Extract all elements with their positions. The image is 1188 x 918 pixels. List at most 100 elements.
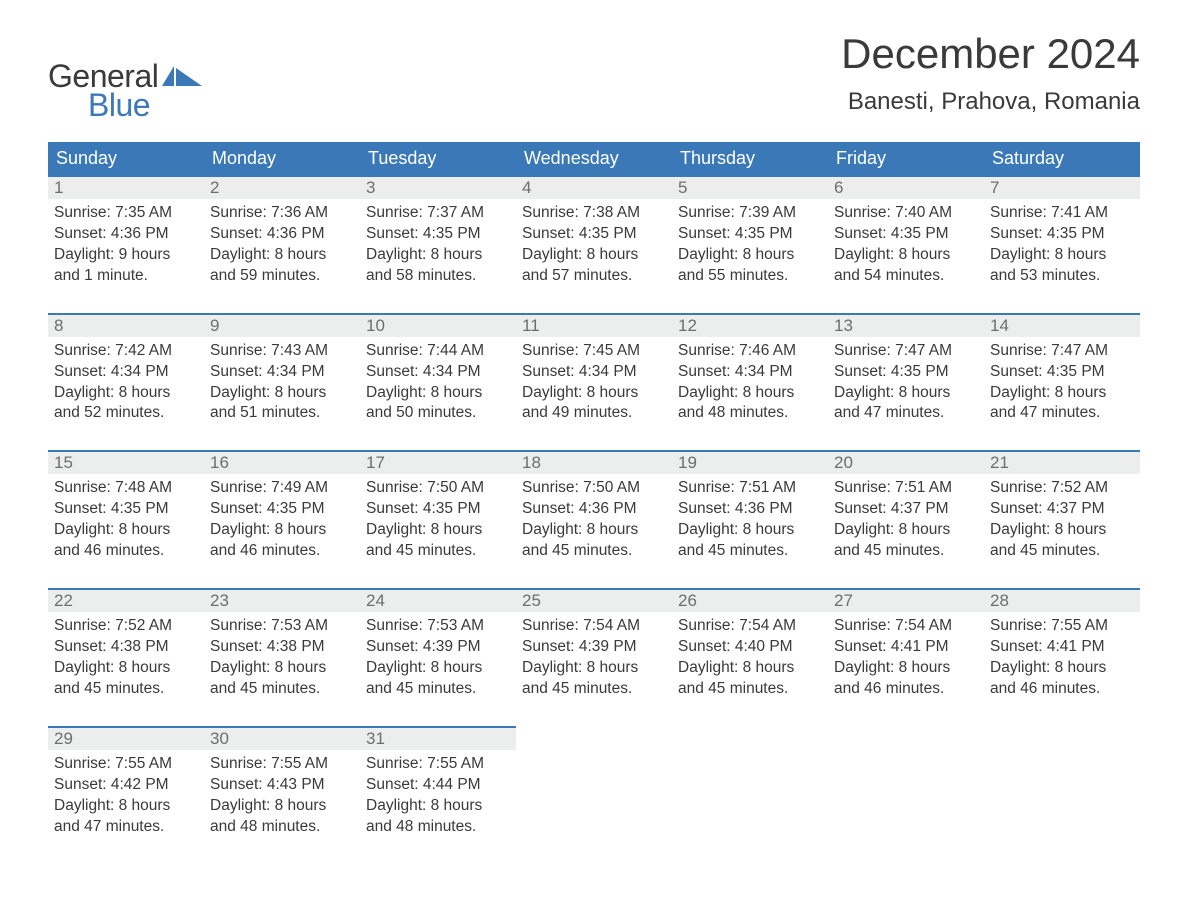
daylight-line: Daylight: 8 hours and 45 minutes. xyxy=(834,520,978,562)
page-header: General Blue December 2024 Banesti, Prah… xyxy=(48,30,1140,124)
day-details: Sunrise: 7:47 AMSunset: 4:35 PMDaylight:… xyxy=(984,337,1140,425)
sunset-line: Sunset: 4:35 PM xyxy=(54,499,198,520)
day-number: 16 xyxy=(210,453,229,472)
day-number: 29 xyxy=(54,729,73,748)
day-number: 28 xyxy=(990,591,1009,610)
day-details: Sunrise: 7:47 AMSunset: 4:35 PMDaylight:… xyxy=(828,337,984,425)
daylight-line: Daylight: 8 hours and 45 minutes. xyxy=(522,520,666,562)
daylight-line: Daylight: 8 hours and 54 minutes. xyxy=(834,245,978,287)
day-number: 5 xyxy=(678,178,687,197)
sunrise-line: Sunrise: 7:41 AM xyxy=(990,203,1134,224)
sunrise-line: Sunrise: 7:38 AM xyxy=(522,203,666,224)
day-number: 21 xyxy=(990,453,1009,472)
sunset-line: Sunset: 4:42 PM xyxy=(54,775,198,796)
day-details: Sunrise: 7:52 AMSunset: 4:38 PMDaylight:… xyxy=(48,612,204,700)
daylight-line: Daylight: 8 hours and 45 minutes. xyxy=(678,658,822,700)
sunrise-line: Sunrise: 7:55 AM xyxy=(210,754,354,775)
sunset-line: Sunset: 4:35 PM xyxy=(834,362,978,383)
day-number: 3 xyxy=(366,178,375,197)
daylight-line: Daylight: 8 hours and 52 minutes. xyxy=(54,383,198,425)
day-details: Sunrise: 7:48 AMSunset: 4:35 PMDaylight:… xyxy=(48,474,204,562)
sunset-line: Sunset: 4:35 PM xyxy=(366,224,510,245)
sunrise-line: Sunrise: 7:42 AM xyxy=(54,341,198,362)
daylight-line: Daylight: 8 hours and 48 minutes. xyxy=(366,796,510,838)
calendar-table: SundayMondayTuesdayWednesdayThursdayFrid… xyxy=(48,142,1140,863)
sunrise-line: Sunrise: 7:36 AM xyxy=(210,203,354,224)
day-number: 2 xyxy=(210,178,219,197)
brand-text-2: Blue xyxy=(88,87,204,124)
sunset-line: Sunset: 4:41 PM xyxy=(990,637,1134,658)
sunset-line: Sunset: 4:36 PM xyxy=(210,224,354,245)
day-number: 9 xyxy=(210,316,219,335)
sunset-line: Sunset: 4:35 PM xyxy=(834,224,978,245)
sunrise-line: Sunrise: 7:40 AM xyxy=(834,203,978,224)
day-details: Sunrise: 7:37 AMSunset: 4:35 PMDaylight:… xyxy=(360,199,516,287)
day-details: Sunrise: 7:49 AMSunset: 4:35 PMDaylight:… xyxy=(204,474,360,562)
sunrise-line: Sunrise: 7:37 AM xyxy=(366,203,510,224)
day-number: 19 xyxy=(678,453,697,472)
day-details: Sunrise: 7:52 AMSunset: 4:37 PMDaylight:… xyxy=(984,474,1140,562)
calendar-body: 1Sunrise: 7:35 AMSunset: 4:36 PMDaylight… xyxy=(48,175,1140,863)
daylight-line: Daylight: 8 hours and 48 minutes. xyxy=(210,796,354,838)
day-number: 15 xyxy=(54,453,73,472)
calendar-day-cell: 15 Sunrise: 7:48 AMSunset: 4:35 PMDayligh… xyxy=(48,450,204,588)
calendar-day-cell: 26Sunrise: 7:54 AMSunset: 4:40 PMDayligh… xyxy=(672,588,828,726)
sunset-line: Sunset: 4:37 PM xyxy=(834,499,978,520)
day-details: Sunrise: 7:38 AMSunset: 4:35 PMDaylight:… xyxy=(516,199,672,287)
calendar-day-cell: 2 Sunrise: 7:36 AMSunset: 4:36 PMDaylight… xyxy=(204,175,360,313)
calendar-header-row: SundayMondayTuesdayWednesdayThursdayFrid… xyxy=(48,142,1140,175)
calendar-day-cell: 29Sunrise: 7:55 AMSunset: 4:42 PMDayligh… xyxy=(48,726,204,864)
calendar-week-row: 22Sunrise: 7:52 AMSunset: 4:38 PMDayligh… xyxy=(48,588,1140,726)
daylight-line: Daylight: 9 hours and 1 minute. xyxy=(54,245,198,287)
day-number: 23 xyxy=(210,591,229,610)
sunset-line: Sunset: 4:35 PM xyxy=(366,499,510,520)
sunset-line: Sunset: 4:34 PM xyxy=(366,362,510,383)
sunrise-line: Sunrise: 7:54 AM xyxy=(678,616,822,637)
daylight-line: Daylight: 8 hours and 45 minutes. xyxy=(522,658,666,700)
day-header: Friday xyxy=(828,142,984,175)
daylight-line: Daylight: 8 hours and 45 minutes. xyxy=(210,658,354,700)
day-details: Sunrise: 7:55 AMSunset: 4:44 PMDaylight:… xyxy=(360,750,516,838)
sunrise-line: Sunrise: 7:54 AM xyxy=(522,616,666,637)
calendar-day-cell: 27Sunrise: 7:54 AMSunset: 4:41 PMDayligh… xyxy=(828,588,984,726)
day-details: Sunrise: 7:36 AMSunset: 4:36 PMDaylight:… xyxy=(204,199,360,287)
sunset-line: Sunset: 4:34 PM xyxy=(678,362,822,383)
sunset-line: Sunset: 4:37 PM xyxy=(990,499,1134,520)
calendar-day-cell: 28Sunrise: 7:55 AMSunset: 4:41 PMDayligh… xyxy=(984,588,1140,726)
sunset-line: Sunset: 4:35 PM xyxy=(522,224,666,245)
day-details: Sunrise: 7:54 AMSunset: 4:39 PMDaylight:… xyxy=(516,612,672,700)
daylight-line: Daylight: 8 hours and 58 minutes. xyxy=(366,245,510,287)
day-details: Sunrise: 7:54 AMSunset: 4:41 PMDaylight:… xyxy=(828,612,984,700)
day-details: Sunrise: 7:45 AMSunset: 4:34 PMDaylight:… xyxy=(516,337,672,425)
sunset-line: Sunset: 4:35 PM xyxy=(210,499,354,520)
day-details: Sunrise: 7:40 AMSunset: 4:35 PMDaylight:… xyxy=(828,199,984,287)
sunrise-line: Sunrise: 7:49 AM xyxy=(210,478,354,499)
day-details: Sunrise: 7:42 AMSunset: 4:34 PMDaylight:… xyxy=(48,337,204,425)
sunrise-line: Sunrise: 7:52 AM xyxy=(54,616,198,637)
sunset-line: Sunset: 4:35 PM xyxy=(990,362,1134,383)
calendar-day-cell: 16 Sunrise: 7:49 AMSunset: 4:35 PMDayligh… xyxy=(204,450,360,588)
daylight-line: Daylight: 8 hours and 45 minutes. xyxy=(366,520,510,562)
day-number: 25 xyxy=(522,591,541,610)
sunset-line: Sunset: 4:38 PM xyxy=(54,637,198,658)
day-details: Sunrise: 7:51 AMSunset: 4:36 PMDaylight:… xyxy=(672,474,828,562)
day-header: Monday xyxy=(204,142,360,175)
day-number: 7 xyxy=(990,178,999,197)
calendar-day-cell: 3 Sunrise: 7:37 AMSunset: 4:35 PMDaylight… xyxy=(360,175,516,313)
sunset-line: Sunset: 4:36 PM xyxy=(678,499,822,520)
daylight-line: Daylight: 8 hours and 51 minutes. xyxy=(210,383,354,425)
daylight-line: Daylight: 8 hours and 46 minutes. xyxy=(990,658,1134,700)
sunrise-line: Sunrise: 7:46 AM xyxy=(678,341,822,362)
sunrise-line: Sunrise: 7:55 AM xyxy=(54,754,198,775)
daylight-line: Daylight: 8 hours and 53 minutes. xyxy=(990,245,1134,287)
day-number: 10 xyxy=(366,316,385,335)
day-number: 31 xyxy=(366,729,385,748)
day-header: Wednesday xyxy=(516,142,672,175)
calendar-day-cell: 10Sunrise: 7:44 AMSunset: 4:34 PMDayligh… xyxy=(360,313,516,451)
day-details: Sunrise: 7:50 AMSunset: 4:36 PMDaylight:… xyxy=(516,474,672,562)
day-number: 6 xyxy=(834,178,843,197)
daylight-line: Daylight: 8 hours and 45 minutes. xyxy=(54,658,198,700)
sunset-line: Sunset: 4:35 PM xyxy=(990,224,1134,245)
day-number: 14 xyxy=(990,316,1009,335)
calendar-week-row: 8Sunrise: 7:42 AMSunset: 4:34 PMDaylight… xyxy=(48,313,1140,451)
